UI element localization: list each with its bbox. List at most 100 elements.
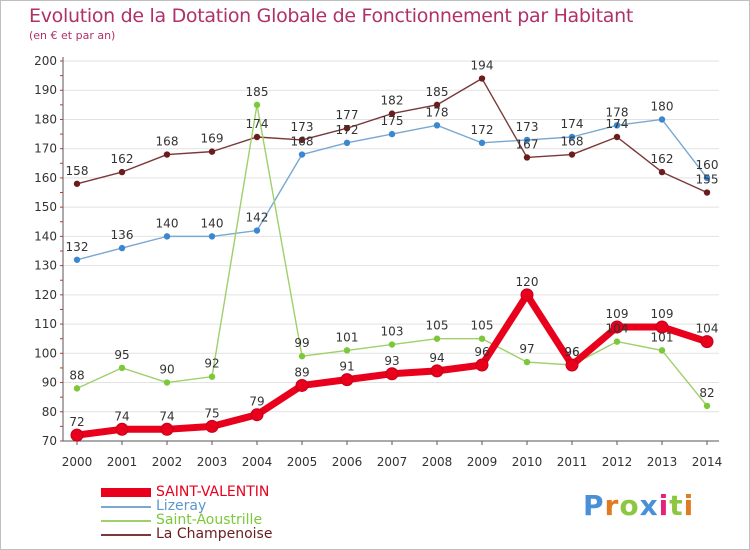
y-tick-label: 140 <box>34 229 57 243</box>
axes: 7080901001101201301401501601701801902002… <box>34 54 722 469</box>
x-tick-label: 2000 <box>62 455 93 469</box>
y-tick-label: 170 <box>34 142 57 156</box>
x-tick-label: 2009 <box>467 455 498 469</box>
data-label-lizeray: 172 <box>336 123 359 137</box>
data-point-lizeray <box>568 133 576 141</box>
data-label-la-champenoise: 177 <box>336 108 359 122</box>
data-point-saint-valentin <box>430 364 444 378</box>
data-point-lizeray <box>343 139 351 147</box>
y-tick-label: 200 <box>34 54 57 68</box>
data-label-lizeray: 142 <box>246 211 269 225</box>
data-point-saint-aoustrille <box>388 341 396 348</box>
data-point-lizeray <box>253 227 261 234</box>
data-label-saint-aoustrille: 104 <box>606 322 629 336</box>
data-point-saint-valentin <box>340 373 354 387</box>
data-point-la-champenoise <box>118 168 126 176</box>
legend-swatch-saint-aoustrille <box>101 520 151 522</box>
x-tick-label: 2006 <box>332 455 363 469</box>
data-label-la-champenoise: 167 <box>516 137 539 151</box>
data-label-saint-valentin: 109 <box>606 307 629 321</box>
data-label-saint-valentin: 109 <box>651 307 674 321</box>
data-label-saint-aoustrille: 185 <box>246 85 269 99</box>
data-point-la-champenoise <box>568 151 576 158</box>
logo-letter: x <box>639 489 659 522</box>
data-point-lizeray <box>613 122 621 129</box>
chart-title: Evolution de la Dotation Globale de Fonc… <box>29 5 634 27</box>
x-tick-label: 2013 <box>647 455 678 469</box>
data-label-saint-valentin: 96 <box>474 345 489 359</box>
data-point-la-champenoise <box>478 75 486 82</box>
data-label-lizeray: 174 <box>561 117 584 131</box>
data-label-la-champenoise: 162 <box>111 152 134 166</box>
y-tick-label: 120 <box>34 288 57 302</box>
data-point-saint-valentin <box>115 422 129 436</box>
data-label-saint-valentin: 79 <box>249 395 264 409</box>
data-point-lizeray <box>118 244 126 252</box>
data-point-saint-valentin <box>655 320 669 334</box>
data-point-saint-valentin <box>700 335 714 349</box>
x-tick-label: 2003 <box>197 455 228 469</box>
data-label-saint-valentin: 94 <box>429 351 444 365</box>
legend-swatch-la-champenoise <box>101 534 151 536</box>
data-point-lizeray <box>523 136 531 144</box>
data-label-saint-valentin: 89 <box>294 365 309 379</box>
data-point-saint-valentin <box>250 408 264 422</box>
y-tick-label: 130 <box>34 259 57 273</box>
data-point-saint-valentin <box>160 422 174 436</box>
data-label-lizeray: 160 <box>696 158 719 172</box>
x-tick-label: 2002 <box>152 455 183 469</box>
data-point-saint-aoustrille <box>523 358 531 366</box>
data-point-saint-aoustrille <box>703 402 711 410</box>
data-label-saint-aoustrille: 90 <box>159 363 174 377</box>
data-point-saint-aoustrille <box>73 385 81 392</box>
y-tick-label: 150 <box>34 200 57 214</box>
data-label-saint-aoustrille: 82 <box>699 386 714 400</box>
data-point-saint-valentin <box>475 358 489 372</box>
y-tick-label: 110 <box>34 317 57 331</box>
legend-swatch-saint-valentin <box>101 488 151 497</box>
data-point-saint-aoustrille <box>163 379 171 386</box>
data-label-saint-aoustrille: 92 <box>204 357 219 371</box>
data-point-saint-aoustrille <box>658 347 666 354</box>
data-point-la-champenoise <box>523 154 531 161</box>
data-label-saint-aoustrille: 96 <box>564 345 579 359</box>
data-point-la-champenoise <box>208 148 216 155</box>
data-point-lizeray <box>163 233 171 240</box>
data-point-saint-valentin <box>205 419 219 433</box>
data-point-lizeray <box>73 256 81 263</box>
data-label-saint-valentin: 91 <box>339 360 354 374</box>
data-label-la-champenoise: 194 <box>471 59 494 73</box>
data-label-lizeray: 173 <box>516 120 539 134</box>
data-label-lizeray: 168 <box>291 135 314 149</box>
data-point-saint-valentin <box>70 428 84 442</box>
logo-letter: i <box>683 489 695 522</box>
data-label-saint-aoustrille: 101 <box>651 330 674 344</box>
data-label-saint-valentin: 72 <box>69 415 84 429</box>
data-label-saint-valentin: 93 <box>384 354 399 368</box>
legend-label-lizeray: Lizeray <box>156 498 207 514</box>
data-label-saint-valentin: 104 <box>696 322 719 336</box>
logo-letter: t <box>669 489 684 522</box>
y-tick-label: 90 <box>42 376 57 390</box>
data-label-lizeray: 178 <box>426 105 449 119</box>
data-label-la-champenoise: 169 <box>201 132 224 146</box>
legend-item-saint-aoustrille: Saint-Aoustrille <box>101 512 321 528</box>
logo-letter: P <box>583 489 605 522</box>
data-label-lizeray: 136 <box>111 228 134 242</box>
data-point-la-champenoise <box>343 125 351 132</box>
data-point-saint-valentin <box>385 367 399 381</box>
data-point-saint-aoustrille <box>118 364 126 372</box>
data-point-saint-valentin <box>565 358 579 372</box>
y-tick-label: 100 <box>34 346 57 360</box>
logo-letter: r <box>604 489 620 522</box>
data-label-saint-valentin: 120 <box>516 275 539 289</box>
legend-swatch-lizeray <box>101 506 151 508</box>
data-label-lizeray: 172 <box>471 123 494 137</box>
legend-item-lizeray: Lizeray <box>101 498 321 514</box>
data-label-lizeray: 140 <box>201 216 224 230</box>
data-label-la-champenoise: 168 <box>156 135 179 149</box>
data-label-saint-valentin: 96 <box>564 345 579 359</box>
data-label-la-champenoise: 185 <box>426 85 449 99</box>
y-tick-label: 180 <box>34 112 57 126</box>
